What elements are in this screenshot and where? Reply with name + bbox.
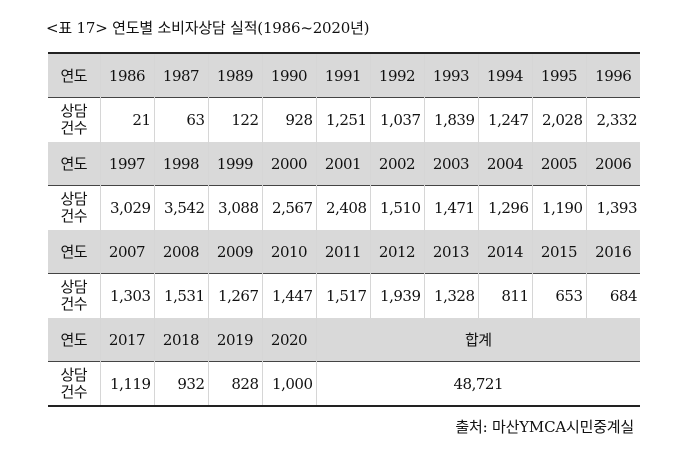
count-cell: 2,408 <box>315 185 371 230</box>
consultation-table: 연도 1986 1987 1989 1990 1991 1992 1993 1994 1995 19… <box>48 52 640 407</box>
year-cell: 1994 <box>477 52 533 98</box>
count-cell: 1,267 <box>207 273 263 318</box>
year-cell: 2008 <box>153 229 209 274</box>
year-cell: 2004 <box>477 141 533 186</box>
year-row: 연도 1997 1998 1999 2000 2001 2002 2003 2004 2005 20… <box>48 141 640 186</box>
count-label-cell: 상담 건수 <box>48 361 101 407</box>
year-cell: 1995 <box>531 52 587 98</box>
year-label-cell: 연도 <box>48 229 101 274</box>
year-cell: 2011 <box>315 229 371 274</box>
count-cell: 1,251 <box>315 97 371 142</box>
count-label-line2: 건수 <box>60 294 88 313</box>
count-cell: 1,471 <box>423 185 479 230</box>
count-cell: 1,839 <box>423 97 479 142</box>
source-note: 출처: 마산YMCA시민중계실 <box>455 418 634 436</box>
count-cell: 1,000 <box>261 361 317 407</box>
year-row: 연도 2017 2018 2019 2020 합계 <box>48 317 640 362</box>
count-cell: 2,567 <box>261 185 317 230</box>
count-label-cell: 상담 건수 <box>48 273 101 318</box>
count-row: 상담 건수 1,303 1,531 1,267 1,447 1,517 1,939 1,328 8… <box>48 273 640 318</box>
count-cell: 928 <box>261 97 317 142</box>
count-cell: 3,542 <box>153 185 209 230</box>
count-cell: 1,190 <box>531 185 587 230</box>
count-cell: 1,939 <box>369 273 425 318</box>
year-cell: 2009 <box>207 229 263 274</box>
year-cell: 2013 <box>423 229 479 274</box>
count-cell: 2,028 <box>531 97 587 142</box>
year-cell: 2020 <box>261 317 317 362</box>
year-cell: 1987 <box>153 52 209 98</box>
year-cell: 2015 <box>531 229 587 274</box>
year-cell: 2010 <box>261 229 317 274</box>
year-cell: 2012 <box>369 229 425 274</box>
year-cell: 2001 <box>315 141 371 186</box>
count-row: 상담 건수 3,029 3,542 3,088 2,567 2,408 1,510 1,471 1… <box>48 185 640 230</box>
count-cell: 1,517 <box>315 273 371 318</box>
year-cell: 2016 <box>585 229 640 274</box>
count-cell: 684 <box>585 273 640 318</box>
total-value-cell: 48,721 <box>315 361 640 407</box>
count-cell: 1,447 <box>261 273 317 318</box>
year-cell: 1989 <box>207 52 263 98</box>
count-row: 상담 건수 21 63 122 928 1,251 1,037 1,839 1,247 2,028 2… <box>48 97 640 142</box>
year-cell: 1997 <box>99 141 155 186</box>
count-cell: 1,393 <box>585 185 640 230</box>
count-label-line1: 상담 <box>60 101 88 120</box>
year-cell: 1990 <box>261 52 317 98</box>
year-label-cell: 연도 <box>48 317 101 362</box>
count-cell: 932 <box>153 361 209 407</box>
year-cell: 2006 <box>585 141 640 186</box>
year-cell: 2003 <box>423 141 479 186</box>
count-cell: 1,247 <box>477 97 533 142</box>
year-cell: 2000 <box>261 141 317 186</box>
year-cell: 1996 <box>585 52 640 98</box>
year-cell: 2005 <box>531 141 587 186</box>
year-cell: 2019 <box>207 317 263 362</box>
year-cell: 1991 <box>315 52 371 98</box>
count-cell: 21 <box>99 97 155 142</box>
count-cell: 1,510 <box>369 185 425 230</box>
count-label-line2: 건수 <box>60 206 88 225</box>
count-cell: 828 <box>207 361 263 407</box>
count-cell: 3,029 <box>99 185 155 230</box>
count-label-cell: 상담 건수 <box>48 97 101 142</box>
year-cell: 1992 <box>369 52 425 98</box>
count-cell: 1,296 <box>477 185 533 230</box>
year-cell: 2007 <box>99 229 155 274</box>
count-label-line1: 상담 <box>60 365 88 384</box>
count-cell: 1,328 <box>423 273 479 318</box>
count-label-line2: 건수 <box>60 118 88 137</box>
count-cell: 1,303 <box>99 273 155 318</box>
year-row: 연도 1986 1987 1989 1990 1991 1992 1993 1994 1995 19… <box>48 52 640 98</box>
count-label-line1: 상담 <box>60 189 88 208</box>
count-label-cell: 상담 건수 <box>48 185 101 230</box>
count-cell: 811 <box>477 273 533 318</box>
year-cell: 1986 <box>99 52 155 98</box>
count-cell: 122 <box>207 97 263 142</box>
total-header-cell: 합계 <box>315 317 640 362</box>
count-cell: 2,332 <box>585 97 640 142</box>
count-cell: 3,088 <box>207 185 263 230</box>
year-cell: 2018 <box>153 317 209 362</box>
year-cell: 2002 <box>369 141 425 186</box>
count-row: 상담 건수 1,119 932 828 1,000 48,721 <box>48 361 640 407</box>
table-caption: <표 17> 연도별 소비자상담 실적(1986~2020년) <box>46 19 370 37</box>
year-label-cell: 연도 <box>48 52 101 98</box>
year-cell: 2014 <box>477 229 533 274</box>
count-cell: 1,037 <box>369 97 425 142</box>
year-label-cell: 연도 <box>48 141 101 186</box>
year-cell: 1998 <box>153 141 209 186</box>
count-label-line2: 건수 <box>60 382 88 401</box>
year-cell: 2017 <box>99 317 155 362</box>
count-label-line1: 상담 <box>60 277 88 296</box>
count-cell: 63 <box>153 97 209 142</box>
count-cell: 1,531 <box>153 273 209 318</box>
year-cell: 1999 <box>207 141 263 186</box>
count-cell: 1,119 <box>99 361 155 407</box>
year-cell: 1993 <box>423 52 479 98</box>
year-row: 연도 2007 2008 2009 2010 2011 2012 2013 2014 2015 20… <box>48 229 640 274</box>
count-cell: 653 <box>531 273 587 318</box>
